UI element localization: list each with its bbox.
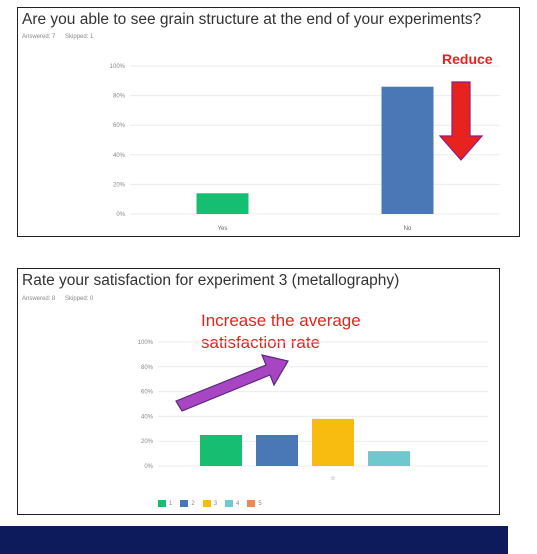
bar-rating-4 xyxy=(368,451,410,466)
category-label: ☆ xyxy=(330,475,335,482)
chart2-ytick-label: 40% xyxy=(141,414,154,420)
bar-yes xyxy=(196,193,249,214)
chart2-ytick-label: 100% xyxy=(138,340,154,346)
chart2-ytick-label: 0% xyxy=(144,464,153,470)
chart1-ytick-label: 80% xyxy=(113,94,126,100)
bar-rating-2 xyxy=(256,435,298,466)
bar-chart-grain-structure: 0% 20% 40% 60% 80% 100% Yes No xyxy=(110,64,500,232)
chart2-ytick-label: 80% xyxy=(141,365,154,371)
increase-annotation: Increase the average satisfaction rate xyxy=(201,310,361,354)
reduce-annotation: Reduce xyxy=(442,51,493,67)
legend-label: 2 xyxy=(191,500,195,507)
legend-item-5: 5 xyxy=(247,500,262,507)
legend-swatch xyxy=(158,500,166,507)
category-label: Yes xyxy=(218,226,228,232)
chart1-ytick-label: 0% xyxy=(116,212,125,218)
legend-item-3: 3 xyxy=(202,500,218,507)
chart-panel-grain-structure: Are you able to see grain structure at t… xyxy=(17,7,520,237)
bar-no xyxy=(381,86,434,214)
chart1-ytick-label: 60% xyxy=(113,123,126,129)
legend-item-1: 1 xyxy=(158,500,172,507)
up-right-arrow-icon xyxy=(175,354,289,412)
legend-swatch xyxy=(247,500,256,507)
skipped-count: Skipped: 1 xyxy=(65,34,94,40)
bar-chart-satisfaction: 0% 20% 40% 60% 80% 100% ☆ xyxy=(138,340,488,482)
chart1-ytick-label: 20% xyxy=(113,182,126,188)
chart-title: Rate your satisfaction for experiment 3 … xyxy=(22,272,400,289)
skipped-count: Skipped: 0 xyxy=(65,296,94,302)
legend-label: 3 xyxy=(213,500,218,507)
legend-item-2: 2 xyxy=(180,500,195,507)
legend-label: 1 xyxy=(169,500,173,507)
legend-item-4: 4 xyxy=(225,500,239,507)
chart2-ytick-label: 20% xyxy=(141,439,154,445)
legend-swatch xyxy=(202,500,211,507)
down-arrow-icon xyxy=(438,81,484,161)
chart1-ytick-label: 100% xyxy=(110,64,126,70)
bar-rating-3 xyxy=(312,418,354,466)
legend-swatch xyxy=(180,500,189,507)
response-meta: Answered: 7 Skipped: 1 xyxy=(22,34,101,40)
footer-bar xyxy=(0,526,508,554)
legend-label: 4 xyxy=(236,500,240,507)
legend-swatch xyxy=(225,500,234,507)
chart-title: Are you able to see grain structure at t… xyxy=(22,11,482,28)
category-label: No xyxy=(404,226,412,232)
bar-rating-1 xyxy=(200,435,242,466)
increase-annotation-line1: Increase the average xyxy=(201,311,361,330)
answered-count: Answered: 7 xyxy=(22,34,56,40)
chart2-ytick-label: 60% xyxy=(141,390,154,396)
answered-count: Answered: 8 xyxy=(22,296,56,302)
chart1-ytick-label: 40% xyxy=(113,153,126,159)
legend-label: 5 xyxy=(258,500,262,507)
chart-legend: 1 2 3 4 5 xyxy=(158,500,262,507)
response-meta: Answered: 8 Skipped: 0 xyxy=(22,296,101,302)
chart-panel-satisfaction: Rate your satisfaction for experiment 3 … xyxy=(17,268,500,515)
